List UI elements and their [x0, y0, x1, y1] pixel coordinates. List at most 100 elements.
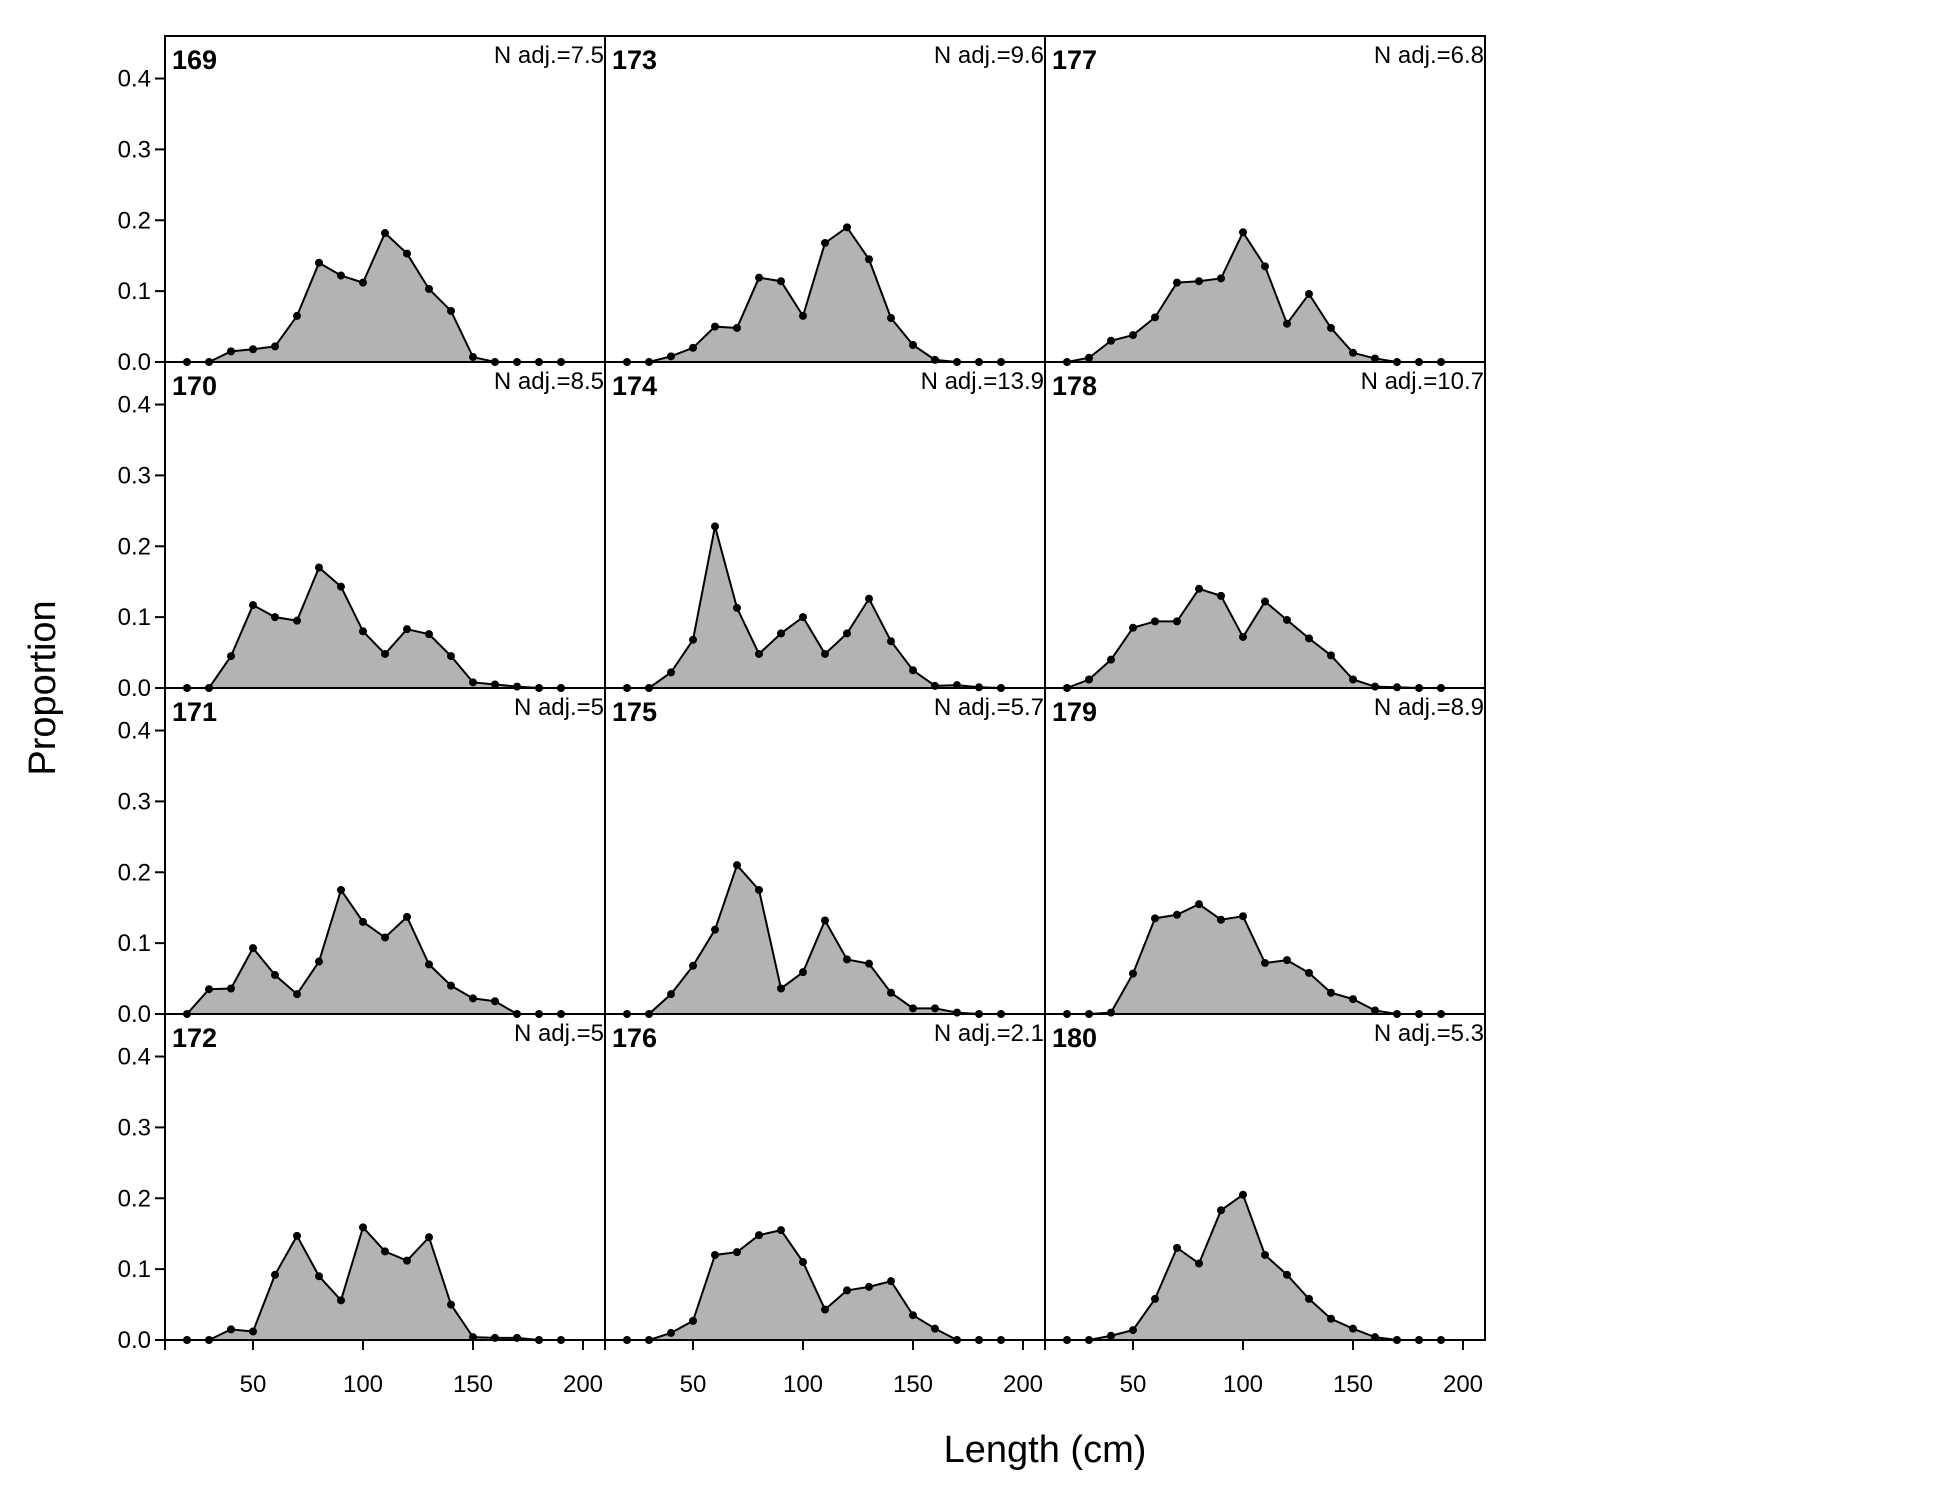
data-point	[271, 613, 279, 622]
panel-title: 172	[172, 1023, 217, 1053]
data-point	[1217, 915, 1225, 924]
x-tick-label: 200	[1003, 1371, 1043, 1398]
data-point	[1327, 1314, 1335, 1323]
data-point	[799, 968, 807, 977]
data-point	[1349, 348, 1357, 357]
data-point	[1129, 969, 1137, 978]
data-point	[1371, 682, 1379, 691]
data-point	[733, 603, 741, 612]
data-point	[689, 635, 697, 644]
data-point	[1305, 634, 1313, 643]
y-tick-label: 0.3	[118, 462, 151, 489]
data-point	[1349, 1324, 1357, 1333]
y-tick-label: 0.4	[118, 392, 151, 419]
data-point	[689, 1316, 697, 1325]
data-point	[1239, 632, 1247, 641]
data-point	[293, 311, 301, 320]
panel-175: 175 N adj.=5.7	[604, 687, 1046, 1018]
n-adj-label: N adj.=5.3	[1374, 1020, 1484, 1047]
y-tick-label: 0.0	[118, 675, 151, 702]
data-point	[447, 981, 455, 990]
n-adj-label: N adj.=10.7	[1361, 368, 1484, 395]
panel-title: 176	[612, 1023, 657, 1053]
area-fill	[187, 889, 561, 1014]
data-point	[381, 933, 389, 942]
data-point	[491, 680, 499, 689]
area-fill	[1067, 588, 1441, 688]
data-point	[821, 238, 829, 247]
data-point	[711, 522, 719, 531]
data-point	[1107, 336, 1115, 345]
area-fill	[627, 227, 1001, 362]
data-point	[1283, 319, 1291, 328]
data-point	[315, 957, 323, 966]
x-tick-label: 100	[1223, 1371, 1263, 1398]
data-point	[909, 340, 917, 349]
data-point	[931, 1324, 939, 1333]
data-point	[1283, 956, 1291, 965]
x-tick-label: 150	[1333, 1371, 1373, 1398]
panel-title: 175	[612, 697, 657, 727]
y-tick-label: 0.4	[118, 718, 151, 745]
data-point	[447, 1300, 455, 1309]
data-point	[271, 342, 279, 351]
y-tick-label: 0.3	[118, 136, 151, 163]
data-point	[403, 625, 411, 634]
area-fill	[187, 233, 561, 362]
n-adj-label: N adj.=5	[514, 694, 604, 721]
data-point	[1107, 1008, 1115, 1017]
panel-173: 173 N adj.=9.6	[604, 35, 1046, 366]
data-point	[1151, 617, 1159, 626]
panel-176: 176 N adj.=2.1	[604, 1013, 1046, 1344]
data-point	[359, 1223, 367, 1232]
data-point	[777, 1226, 785, 1235]
data-point	[359, 917, 367, 926]
panel-frame	[164, 361, 606, 689]
data-point	[1261, 958, 1269, 967]
data-point	[1195, 584, 1203, 593]
data-point	[865, 959, 873, 968]
data-point	[777, 277, 785, 286]
data-point	[1173, 617, 1181, 626]
data-point	[403, 249, 411, 258]
data-point	[1327, 988, 1335, 997]
n-adj-label: N adj.=5	[514, 1020, 604, 1047]
data-point	[425, 630, 433, 639]
x-tick-label: 100	[783, 1371, 823, 1398]
area-fill	[1067, 904, 1441, 1014]
data-point	[755, 649, 763, 658]
y-tick-label: 0.4	[118, 1044, 151, 1071]
data-point	[667, 1328, 675, 1337]
panel-174: 174 N adj.=13.9	[604, 361, 1046, 692]
data-point	[843, 955, 851, 964]
panel-172: 172 N adj.=5	[164, 1013, 606, 1344]
data-point	[887, 637, 895, 646]
data-point	[711, 925, 719, 934]
data-point	[689, 343, 697, 352]
data-point	[1129, 623, 1137, 632]
x-tick-label: 150	[893, 1371, 933, 1398]
data-point	[777, 629, 785, 638]
data-point	[777, 984, 785, 993]
panel-177: 177 N adj.=6.8	[1044, 35, 1486, 366]
data-point	[755, 1231, 763, 1240]
data-point	[931, 1004, 939, 1013]
data-point	[249, 345, 257, 354]
data-point	[513, 682, 521, 691]
data-point	[1107, 655, 1115, 664]
y-tick-label: 0.4	[118, 66, 151, 93]
data-point	[381, 649, 389, 658]
n-adj-label: N adj.=8.5	[494, 368, 604, 395]
x-tick-label: 150	[453, 1371, 493, 1398]
data-point	[843, 223, 851, 232]
data-point	[843, 1286, 851, 1295]
data-point	[1173, 910, 1181, 919]
data-point	[315, 258, 323, 267]
data-point	[447, 652, 455, 661]
panel-title: 177	[1052, 45, 1097, 75]
data-point	[865, 1282, 873, 1291]
data-point	[1327, 323, 1335, 332]
data-point	[1327, 651, 1335, 660]
data-point	[1217, 274, 1225, 283]
data-point	[227, 984, 235, 993]
